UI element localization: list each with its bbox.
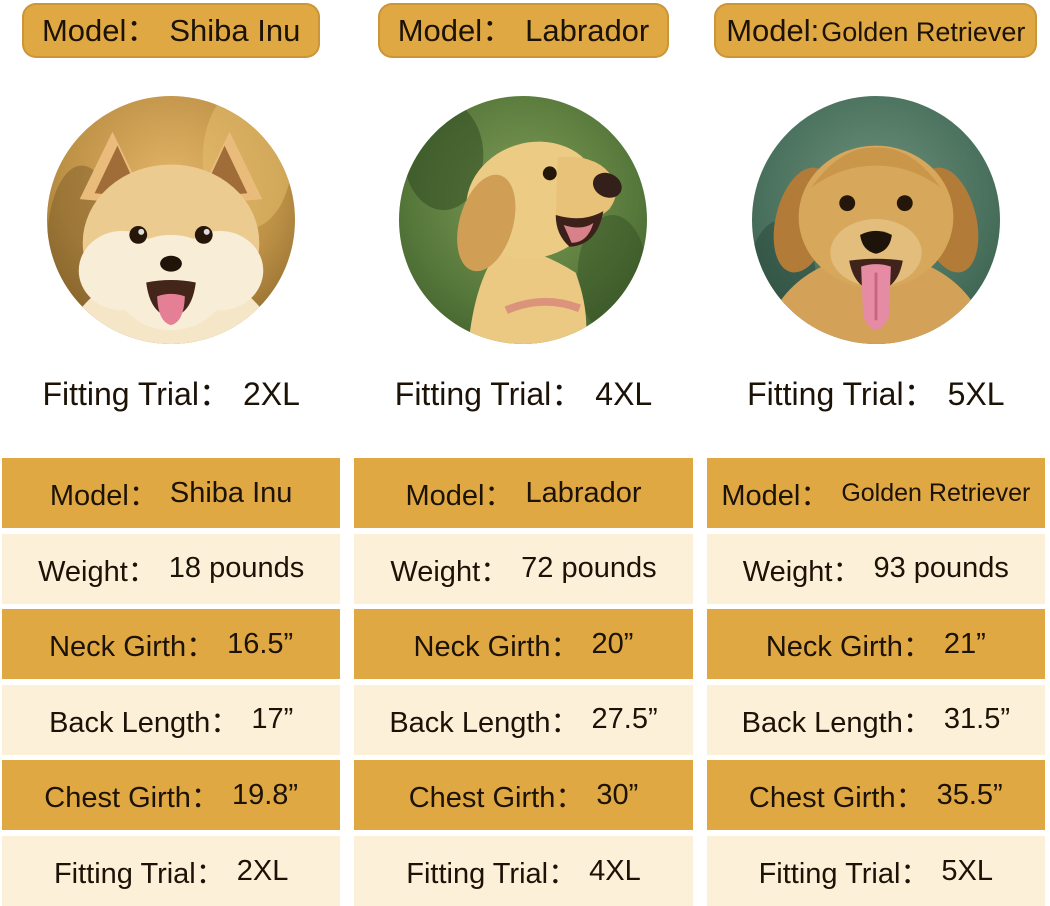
model-badge-label: Model： <box>397 13 514 48</box>
row-value: 5XL <box>941 854 994 887</box>
breed-column-golden-retriever: Model:Golden Retriever <box>706 3 1045 906</box>
table-row-neck-girth: Neck Girth： 16.5” <box>2 609 341 680</box>
fitting-trial-caption-label: Fitting Trial： <box>747 376 936 413</box>
table-row-fitting-trial: Fitting Trial： 4XL <box>354 836 693 906</box>
row-value: 16.5” <box>227 627 294 660</box>
row-value: 17” <box>251 703 294 736</box>
model-badge-name: Golden Retriever <box>821 17 1026 47</box>
row-value: 30” <box>596 778 639 811</box>
golden-retriever-photo <box>751 96 1000 345</box>
table-row-chest-girth: Chest Girth： 35.5” <box>706 760 1045 831</box>
model-badge-name: Shiba Inu <box>169 13 301 48</box>
model-badge-label: Model: <box>726 13 820 48</box>
labrador-photo <box>399 96 648 345</box>
fitting-trial-caption-value: 5XL <box>947 376 1005 413</box>
row-label: Weight： <box>742 555 862 588</box>
model-badge: Model:Golden Retriever <box>714 3 1038 59</box>
table-row-neck-girth: Neck Girth： 20” <box>354 609 693 680</box>
row-value: 19.8” <box>231 778 299 811</box>
row-value: 35.5” <box>936 778 1003 811</box>
table-row-back-length: Back Length： 31.5” <box>706 684 1045 755</box>
row-label: Neck Girth： <box>413 631 580 664</box>
fitting-trial-caption: Fitting Trial： 2XL <box>42 374 299 414</box>
breed-column-labrador: Model： Labrador <box>354 3 693 906</box>
row-label: Model： <box>721 480 830 513</box>
table-row-weight: Weight： 18 pounds <box>2 533 341 604</box>
row-value: Labrador <box>525 476 642 509</box>
size-table: Model： Labrador Weight： 72 pounds Neck Gir… <box>354 458 693 906</box>
row-label: Model： <box>49 480 158 513</box>
row-value: 72 pounds <box>521 552 657 585</box>
fitting-trial-caption-label: Fitting Trial： <box>42 376 231 413</box>
fitting-trial-caption: Fitting Trial： 4XL <box>395 374 652 414</box>
row-label: Neck Girth： <box>765 631 932 664</box>
table-row-chest-girth: Chest Girth： 30” <box>354 760 693 831</box>
row-label: Chest Girth： <box>44 782 220 815</box>
table-row-fitting-trial: Fitting Trial： 5XL <box>706 836 1045 906</box>
golden-retriever-illustration <box>751 96 1000 345</box>
row-value: 18 pounds <box>168 552 305 585</box>
model-badge-label: Model： <box>41 13 158 48</box>
shiba-inu-illustration <box>47 96 296 345</box>
row-label: Weight： <box>38 555 157 588</box>
fitting-trial-caption-value: 2XL <box>242 376 300 413</box>
row-label: Back Length： <box>49 706 240 739</box>
size-table: Model： Shiba Inu Weight： 18 pounds Neck Gi… <box>2 458 341 906</box>
row-value: 20” <box>591 627 634 660</box>
breed-column-shiba-inu: Model： Shiba Inu <box>2 3 341 906</box>
row-value: 31.5” <box>943 703 1010 736</box>
row-label: Weight： <box>390 555 510 588</box>
table-row-fitting-trial: Fitting Trial： 2XL <box>2 836 341 906</box>
table-row-neck-girth: Neck Girth： 21” <box>706 609 1045 680</box>
size-table: Model： Golden Retriever Weight： 93 pounds … <box>706 458 1045 906</box>
row-label: Back Length： <box>389 706 580 739</box>
table-row-weight: Weight： 93 pounds <box>706 533 1045 604</box>
row-value: Shiba Inu <box>169 476 293 509</box>
row-label: Chest Girth： <box>408 782 585 815</box>
table-row-model: Model： Shiba Inu <box>2 458 341 529</box>
row-value: 4XL <box>589 854 641 887</box>
table-row-back-length: Back Length： 17” <box>2 684 341 755</box>
row-label: Fitting Trial： <box>406 858 578 890</box>
labrador-illustration <box>399 96 648 345</box>
row-label: Fitting Trial： <box>758 858 930 890</box>
row-label: Fitting Trial： <box>53 858 225 890</box>
table-row-chest-girth: Chest Girth： 19.8” <box>2 760 341 831</box>
table-row-model: Model： Labrador <box>354 458 693 529</box>
row-label: Model： <box>405 480 514 513</box>
row-value: 93 pounds <box>873 552 1009 585</box>
row-value: 27.5” <box>591 703 658 736</box>
model-badge: Model： Shiba Inu <box>21 3 321 59</box>
shiba-inu-photo <box>47 96 296 345</box>
row-value: 2XL <box>236 854 289 887</box>
table-row-back-length: Back Length： 27.5” <box>354 684 693 755</box>
row-value: Golden Retriever <box>841 478 1031 507</box>
row-value: 21” <box>943 627 986 660</box>
table-row-weight: Weight： 72 pounds <box>354 533 693 604</box>
fitting-trial-caption-label: Fitting Trial： <box>394 376 584 413</box>
fitting-trial-caption-value: 4XL <box>595 376 653 413</box>
row-label: Neck Girth： <box>49 631 216 664</box>
row-label: Chest Girth： <box>748 782 925 815</box>
row-label: Back Length： <box>741 706 932 739</box>
fitting-trial-caption: Fitting Trial： 5XL <box>747 374 1004 414</box>
model-badge: Model： Labrador <box>377 3 670 59</box>
model-badge-name: Labrador <box>525 13 650 48</box>
table-row-model: Model： Golden Retriever <box>706 458 1045 529</box>
